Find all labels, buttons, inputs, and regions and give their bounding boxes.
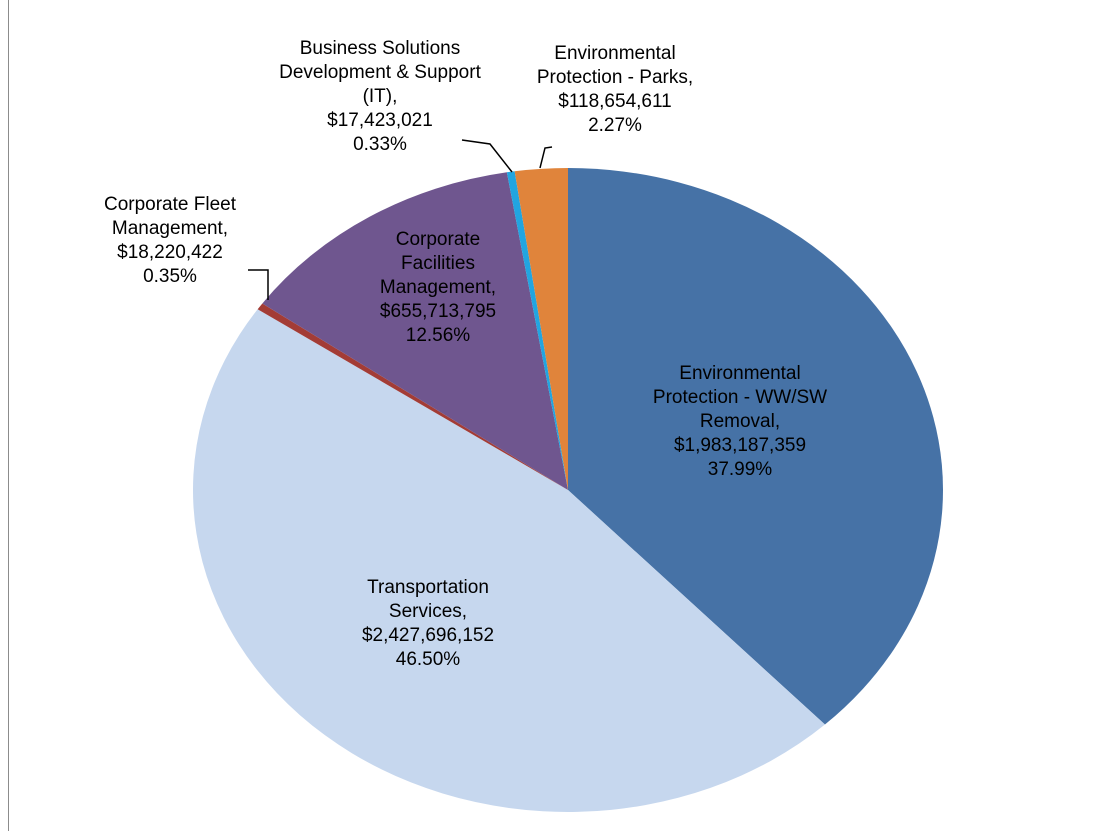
pie-slice: [568, 168, 943, 725]
label-name: Environmental Protection - WW/SW Removal…: [652, 363, 828, 432]
label-value: $118,654,611: [558, 91, 672, 112]
data-label: Environmental Protection - WW/SW Removal…: [653, 362, 828, 482]
leader-line: [461, 139, 513, 173]
label-name: Transportation Services,: [367, 577, 489, 622]
label-name: Corporate Fleet Management,: [103, 194, 236, 239]
label-name: Business Solutions Development & Support…: [279, 38, 481, 107]
label-value: 37.99%: [707, 459, 773, 480]
label-value: 46.50%: [395, 649, 461, 670]
leader-line: [248, 269, 269, 300]
label-value: $17,423,021: [327, 110, 433, 131]
data-label: Corporate Fleet Management, $18,220,422 0.…: [85, 193, 255, 289]
data-label: Environmental Protection - Parks, $118,65…: [523, 42, 708, 138]
pie-slice: [257, 303, 568, 490]
label-value: $1,983,187,359: [673, 435, 807, 456]
label-value: 0.33%: [353, 134, 407, 155]
label-name: Environmental Protection - Parks,: [536, 43, 694, 88]
pie-slice: [193, 309, 825, 812]
label-value: 2.27%: [588, 115, 642, 136]
pie-slice: [262, 172, 568, 490]
label-value: $2,427,696,152: [361, 625, 495, 646]
pie-slice: [506, 171, 568, 490]
frame: [8, 0, 9, 831]
label-value: 0.35%: [143, 266, 197, 287]
pie-slice: [514, 168, 568, 490]
data-label: Corporate Facilities Management, $655,713…: [371, 228, 506, 348]
label-value: $18,220,422: [117, 242, 223, 263]
label-value: 12.56%: [405, 325, 471, 346]
label-value: $655,713,795: [379, 301, 497, 322]
data-label: Transportation Services, $2,427,696,152 46…: [346, 576, 511, 672]
data-label: Business Solutions Development & Support…: [278, 37, 483, 157]
leader-line: [539, 146, 553, 169]
label-name: Corporate Facilities Management,: [379, 229, 497, 298]
